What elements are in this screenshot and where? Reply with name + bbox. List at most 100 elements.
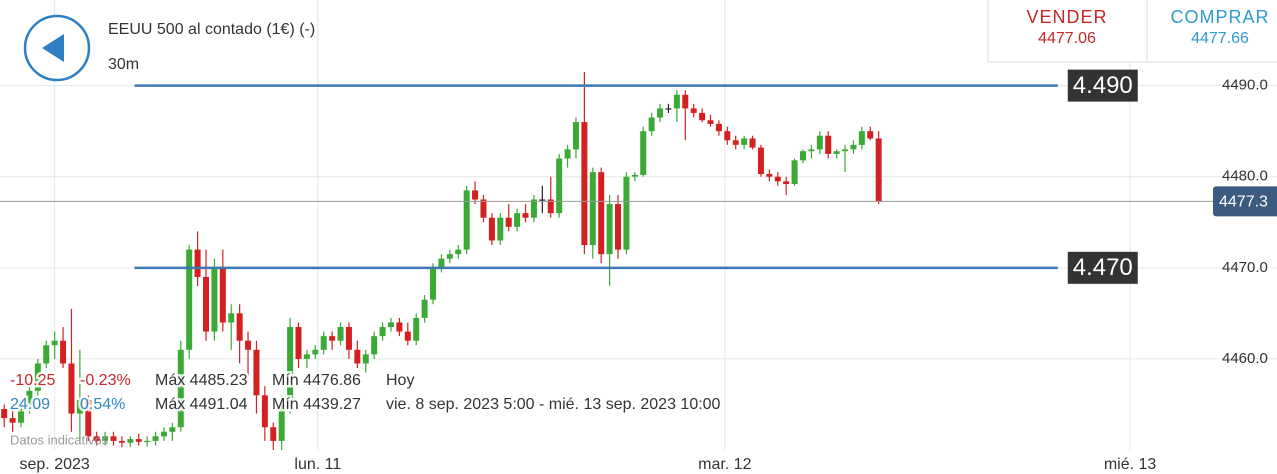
x-tick-label: mié. 13 [1104,456,1157,473]
candle-body [715,123,722,132]
candle-body [539,199,546,201]
candle-body [623,176,630,250]
candle-body [396,322,403,332]
candle-body [825,135,832,154]
candle-body [371,336,378,355]
stat-pct: -0.23% [80,372,131,389]
buy-box[interactable] [1146,0,1277,63]
candle-body [85,399,92,437]
stat-low: Mín 4476.86 [272,372,361,389]
candle-body [312,349,319,355]
candle-body [606,204,613,255]
candle-body [598,172,605,255]
sell-price[interactable]: 4477.06 [1038,30,1096,47]
candle-body [648,117,655,132]
candle-body [253,349,260,396]
current-price-label: 4477.3 [1219,194,1268,211]
candle-body [270,427,277,441]
candle-body [530,199,537,218]
candle-body [657,108,664,118]
candle-body [261,395,268,428]
y-tick-label: 4460.0 [1222,350,1268,367]
x-tick-label: mar. 12 [698,456,751,473]
stat-high: Máx 4491.04 [155,396,248,413]
x-tick-label: sep. 2023 [20,456,90,473]
candle-body [26,390,33,410]
candle-body [757,147,764,174]
candle-body [211,267,218,332]
y-tick-label: 4490.0 [1222,77,1268,94]
candle-body [228,313,235,323]
level-label: 4.470 [1073,254,1133,281]
level-label-box [1067,251,1138,284]
candle-body [505,217,512,227]
stat-period: vie. 8 sep. 2023 5:00 - mié. 13 sep. 202… [386,396,721,413]
candle-body [93,436,100,441]
timeframe[interactable]: 30m [106,54,142,76]
candle-body [18,409,25,423]
candle-body [345,327,352,350]
overlay: 4490.0 4480.0 4470.0 4460.0 sep. 2023 lun. 11… [0,69,1277,473]
candle-body [303,354,310,359]
candle-body [640,131,647,175]
back-button[interactable] [23,14,91,82]
candle-body [699,112,706,121]
candle-body [615,204,622,250]
candle-body [438,258,445,268]
candle-body [783,181,790,185]
candle-body [362,354,369,364]
candle-body [430,267,437,300]
y-tick-label: 4480.0 [1222,168,1268,185]
candle-body [842,149,849,152]
stat-change: 24.09 [10,396,50,413]
candle-body [774,176,781,182]
current-price-box [1213,186,1277,217]
disclaimer: Datos indicativos [10,432,109,447]
buy-price[interactable]: 4477.66 [1191,30,1249,47]
candle-body [295,327,302,359]
candle-body [177,349,184,428]
candle-body [791,160,798,185]
buy-button[interactable]: COMPRAR 4477.66 [1146,0,1277,63]
buy-label[interactable]: COMPRAR [1170,7,1269,27]
candle-body [732,140,739,145]
candle-body [455,249,462,255]
candle-body [387,322,394,328]
candle-body [60,340,67,364]
candle-body [472,190,479,200]
candle-body [152,436,159,441]
candle-body [547,199,554,214]
candle-body [682,94,689,109]
candle-body [203,276,210,332]
candle-body [102,436,109,441]
candle-body [135,439,142,442]
back-arrow[interactable] [42,34,64,62]
candle-body [320,336,327,350]
candle-body [581,122,588,246]
candle-body [488,217,495,241]
candle-body [833,151,840,154]
candle-body [354,349,361,364]
candle-body [749,138,756,148]
candle-body [724,131,731,141]
candle-body [34,363,41,391]
candle-body [43,345,50,364]
candle-body [127,439,134,443]
candle-body [337,327,344,341]
stat-low: Mín 4439.27 [272,396,361,413]
candle-body [858,131,865,145]
candle-body [110,436,117,441]
stat-change: -10.25 [10,372,55,389]
candle-body [118,440,125,443]
sell-button[interactable]: VENDER 4477.06 [987,0,1148,63]
candles [1,71,882,450]
candle-body [497,217,504,241]
candle-body [68,363,75,414]
sell-box[interactable] [987,0,1148,63]
candle-body [850,144,857,150]
candle-body [690,108,697,113]
candle-body [446,254,453,259]
candle-body [816,135,823,150]
sell-label[interactable]: VENDER [1026,7,1107,27]
